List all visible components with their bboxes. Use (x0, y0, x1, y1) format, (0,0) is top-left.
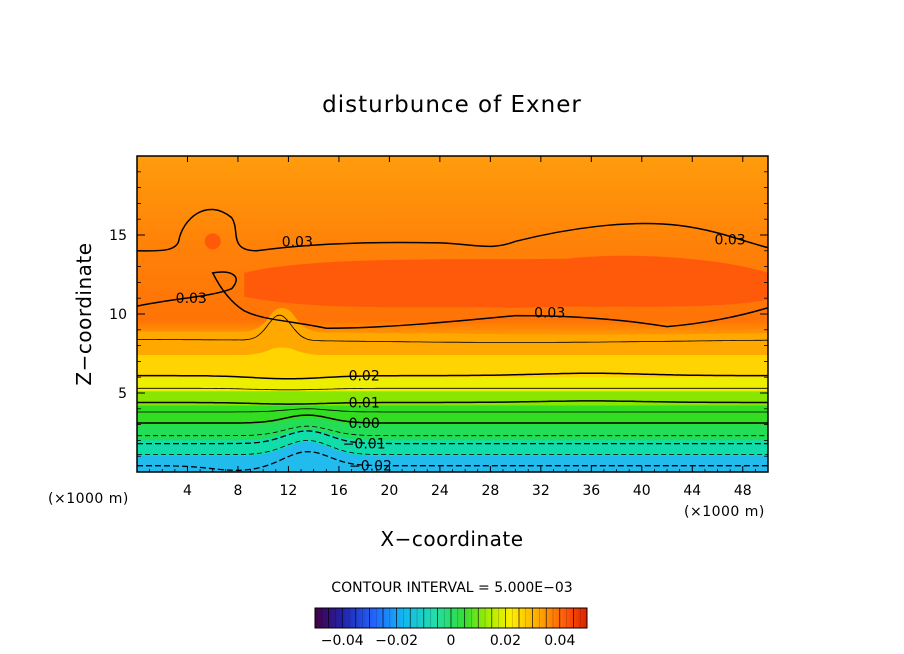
colorbar-tick-label: −0.02 (375, 633, 418, 649)
x-unit-right: (×1000 m) (684, 504, 765, 520)
colorbar-tick-label: 0.04 (544, 633, 575, 649)
contour-label: 0.01 (349, 395, 380, 411)
y-axis: 5 10 15 (109, 171, 768, 457)
contour-label: 0.03 (534, 305, 565, 321)
fill-band (137, 429, 768, 457)
x-axis-label: X−coordinate (380, 527, 523, 551)
fill-band (137, 391, 768, 406)
colorbar-tick-label: 0.02 (490, 633, 521, 649)
contour-interval-text: CONTOUR INTERVAL = 5.000E−03 (331, 580, 572, 596)
fill-band (137, 418, 768, 441)
contour-line-0.02 (137, 372, 768, 380)
contour-line-0.00 (137, 414, 768, 424)
contour-line-0.005 (137, 408, 768, 413)
x-axis: 4 8 12 16 20 24 28 32 36 40 44 48 (149, 156, 756, 499)
x-tick-label: 20 (380, 483, 398, 499)
colorbar: −0.04 −0.02 0 0.02 0.04 (314, 607, 588, 649)
contour-line-0.01 (137, 400, 768, 405)
x-tick-label: 16 (330, 483, 348, 499)
core-blob (204, 233, 221, 250)
contour-label: 0.02 (349, 369, 380, 385)
contour-label: −0.01 (343, 437, 386, 453)
contour-label: 0.03 (282, 234, 313, 250)
contour-line--0.015 (137, 439, 768, 455)
colorbar-tick-label: 0 (447, 633, 456, 649)
y-tick-label: 5 (118, 386, 127, 402)
x-tick-label: 44 (683, 483, 701, 499)
x-tick-label: 32 (532, 483, 550, 499)
x-tick-label: 12 (280, 483, 298, 499)
core-region (244, 255, 768, 308)
contour-line--0.01 (137, 430, 768, 445)
x-tick-label: 36 (582, 483, 600, 499)
contour-field (137, 156, 768, 472)
contour-line-0.03-lower (137, 271, 768, 329)
fill-band (137, 377, 768, 392)
contour-label: 0.03 (715, 233, 746, 249)
x-tick-label: 28 (481, 483, 499, 499)
colorbar-frame (314, 607, 588, 629)
y-tick-label: 15 (109, 228, 127, 244)
x-tick-label: 48 (734, 483, 752, 499)
fill-band (137, 442, 768, 472)
x-unit-left: (×1000 m) (48, 491, 129, 507)
y-axis-label: Z−coordinate (72, 242, 96, 385)
colorbar-tick-label: −0.04 (321, 633, 364, 649)
contour-line--0.02 (137, 450, 768, 471)
x-tick-label: 8 (233, 483, 242, 499)
contour-lines (137, 208, 768, 471)
contour-label: −0.02 (349, 459, 392, 475)
contour-line-0.025 (137, 314, 768, 343)
fill-band (137, 347, 768, 379)
fill-band (137, 308, 768, 356)
x-tick-label: 40 (633, 483, 651, 499)
contour-label: 0.03 (176, 291, 207, 307)
contour-label: 0.00 (349, 416, 380, 432)
contour-line-0.015 (137, 387, 768, 391)
contour-line--0.005 (137, 425, 768, 437)
y-tick-label: 10 (109, 307, 127, 323)
fill-band (137, 405, 768, 425)
x-tick-label: 24 (431, 483, 449, 499)
x-tick-label: 4 (183, 483, 192, 499)
contour-line-0.03-upper (137, 208, 768, 252)
chart-title: disturbunce of Exner (322, 92, 582, 118)
contour-labels: 0.03 0.03 0.03 0.03 0.02 0.01 0.00 −0.01 −0.02 (176, 233, 746, 475)
